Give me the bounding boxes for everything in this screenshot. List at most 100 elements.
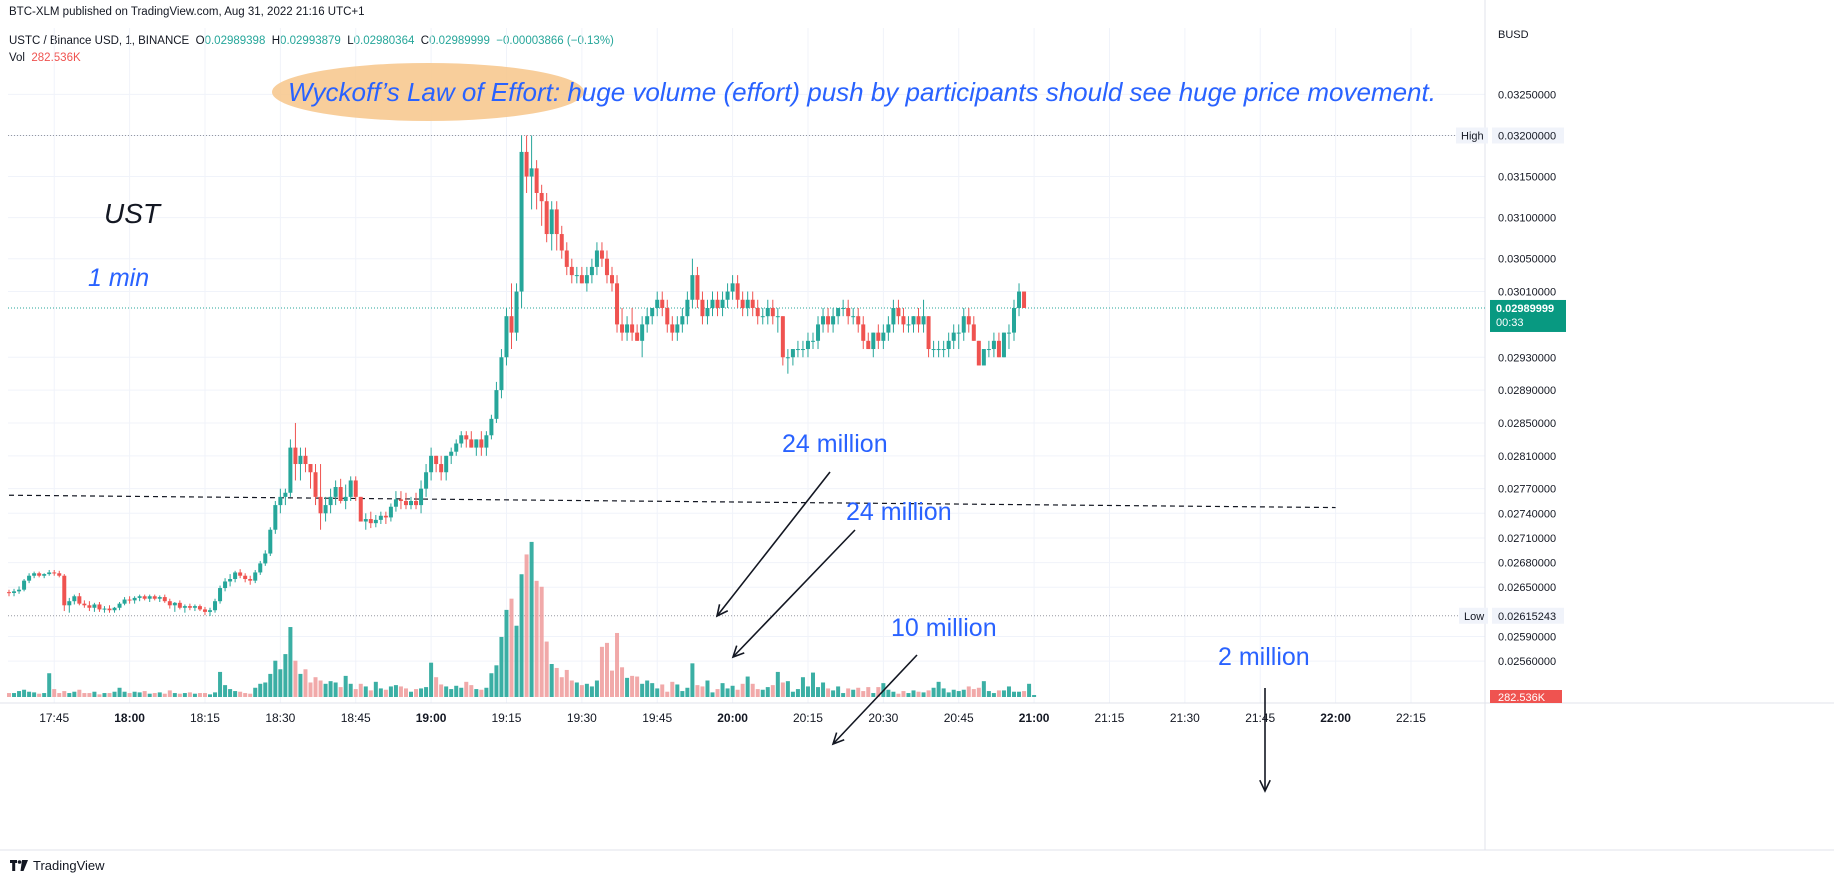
candle-body [243,575,248,580]
time-tick-label: 22:00 [1320,711,1351,725]
volume-bar [288,627,293,697]
candle-body [383,515,388,518]
candle-body [514,291,519,333]
volume-bar [655,688,660,697]
candle-body [795,349,800,351]
candle-body [112,607,117,611]
arrow-volume-3[interactable] [832,654,918,745]
candle-body [956,332,961,334]
volume-annotation-3[interactable]: 10 million [891,614,997,642]
candle-body [353,480,358,497]
candle-body [7,592,11,594]
volume-bar [795,689,800,697]
volume-bar [233,691,238,697]
candle-body [991,340,996,350]
price-tick-label: 0.02710000 [1498,533,1556,545]
volume-bar [243,693,248,697]
time-tick-label: 20:45 [944,711,974,725]
volume-annotation-1[interactable]: 24 million [782,430,888,458]
arrow-volume-2[interactable] [732,529,856,658]
volume-bar [1006,686,1011,697]
volume-bar [434,677,439,697]
volume-bar [805,686,810,697]
candle-body [494,390,499,419]
candle-body [47,572,52,575]
time-tick-label: 18:00 [114,711,145,725]
volume-bar [162,693,167,697]
volume-bar [680,691,685,697]
volume-bar [846,688,851,697]
volume-bar [705,680,710,697]
candle-body [775,316,780,318]
candle-body [549,209,554,235]
candle-body [122,599,127,604]
price-tick-label: 0.02650000 [1498,582,1556,594]
candle-body [926,316,931,350]
candle-body [996,340,1001,358]
candle-body [826,316,831,325]
volume-bar [554,667,559,697]
volume-bar [313,677,318,697]
candle-body [816,324,821,341]
volume-bar [509,598,514,697]
volume-bar [157,692,162,697]
volume-bar [911,690,916,697]
volume-bar [574,682,579,697]
candle-body [439,464,444,473]
volume-annotation-2[interactable]: 24 million [846,498,952,526]
candle-body [469,439,474,448]
volume-bar [258,683,263,697]
headline-annotation[interactable]: Wyckoff’s Law of Effort: huge volume (ef… [288,77,1436,107]
low-label: L [347,35,354,47]
volume-bar [238,691,243,697]
vol-label[interactable]: Vol [9,52,25,64]
volume-bar [459,687,464,697]
ticker-annotation[interactable]: UST [104,198,162,229]
volume-bar [720,683,725,697]
candle-body [37,573,42,576]
candle-body [223,581,228,589]
candle-body [665,307,670,325]
volume-bar [1022,691,1027,697]
change-value: −0.00003866 (−0.13%) [496,35,614,47]
volume-bar [685,687,690,697]
candle-body [539,192,544,202]
candle-body [615,283,620,325]
candle-body [368,519,373,524]
candle-body [1006,332,1011,334]
volume-bar [725,688,730,697]
candle-body [177,602,182,608]
time-tick-label: 21:30 [1170,711,1200,725]
time-tick-label: 18:15 [190,711,220,725]
candle-body [625,324,630,333]
candle-body [333,487,338,497]
price-tick-label: 0.02890000 [1498,385,1556,397]
candle-body [660,299,665,308]
volume-bar [283,654,288,697]
candle-body [499,357,504,391]
volume-bar [579,685,584,697]
volume-bar [17,691,22,697]
price-tick-label: 0.03100000 [1498,213,1556,225]
candle-body [966,316,971,325]
candle-body [22,580,27,590]
candle-body [92,604,97,608]
candle-body [313,472,318,497]
arrow-volume-3-head [831,732,845,746]
timeframe-annotation[interactable]: 1 min [88,264,149,292]
arrow-volume-1[interactable] [716,471,831,617]
volume-bar [931,687,936,697]
candle-body [248,579,253,581]
volume-bar [303,669,308,697]
candle-body [429,455,434,473]
tradingview-brand[interactable]: TradingView [10,858,105,873]
candle-body [107,608,112,611]
candle-body [594,250,599,267]
volume-bar [127,693,132,697]
close-value: 0.02989999 [429,35,490,47]
dashed-trend-line[interactable] [8,494,1336,509]
volume-annotation-4[interactable]: 2 million [1218,643,1310,671]
candle-body [720,299,725,308]
candle-body [770,307,775,317]
